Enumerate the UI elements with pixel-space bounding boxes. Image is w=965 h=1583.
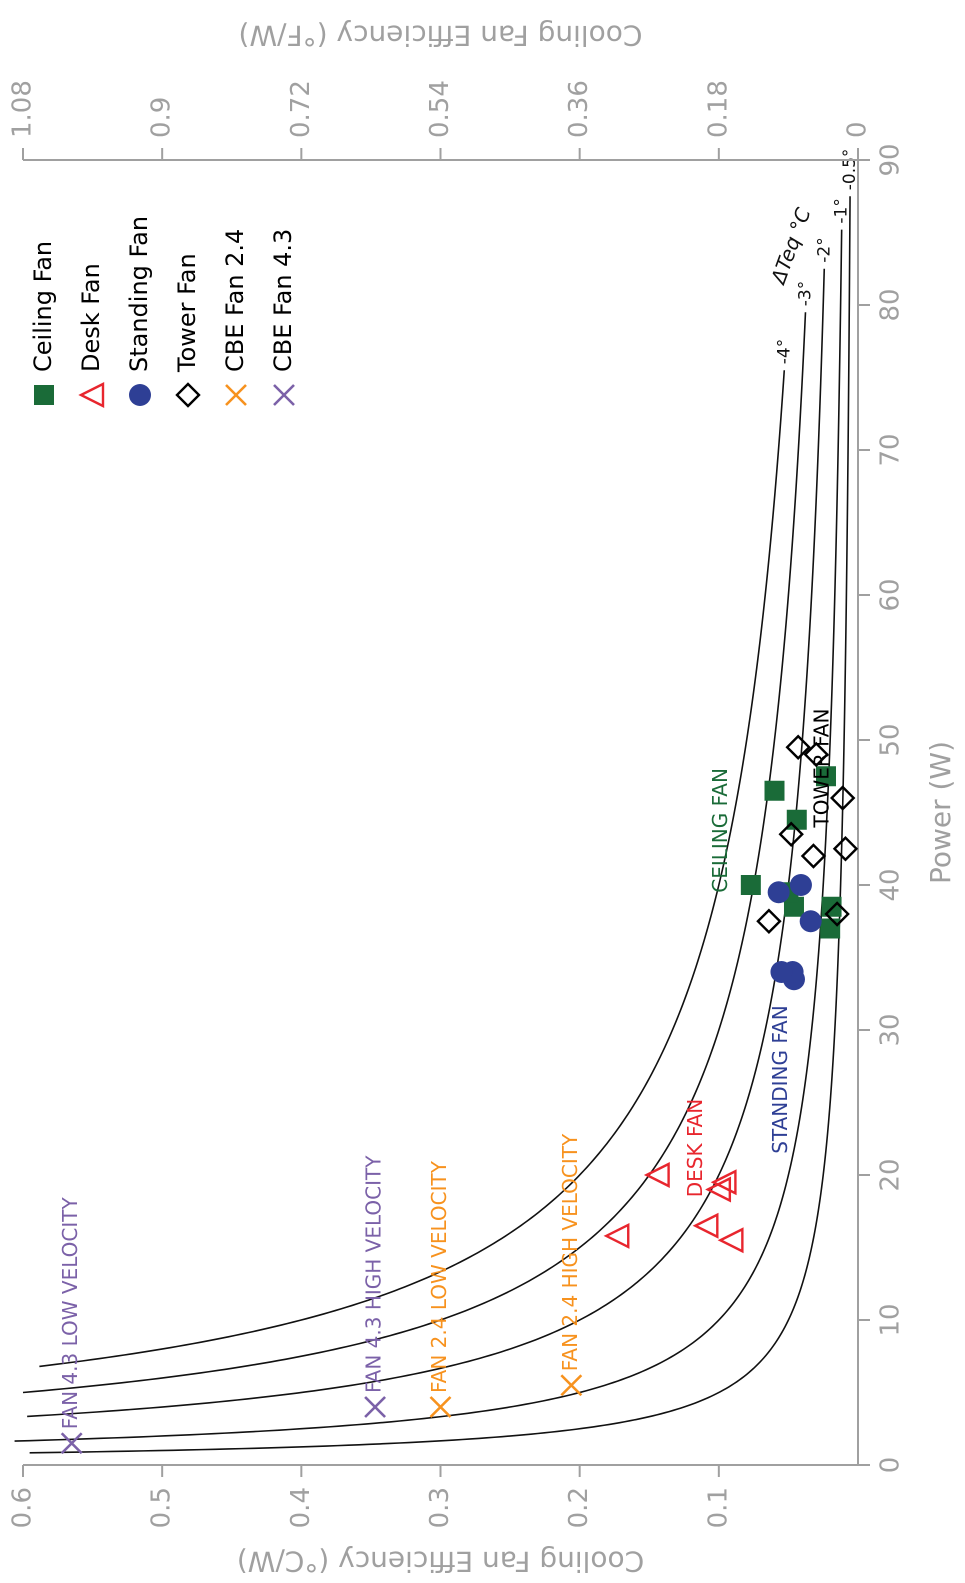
y2-tick-label: 0.36 <box>564 80 594 138</box>
y-tick-label: 0.2 <box>564 1487 594 1528</box>
legend: Ceiling Fan Desk Fan Standing Fan Tower Fan… <box>29 216 297 408</box>
isotherm-curve-3 <box>22 312 807 1394</box>
point-desk-fan <box>710 1169 737 1196</box>
isotherm-title: ΔTeq °C <box>765 205 815 289</box>
x-tick-label: 80 <box>875 288 905 321</box>
point-tower-fan <box>785 734 811 760</box>
isotherm-label-3: -3° <box>795 281 815 306</box>
legend-label-desk-fan: Desk Fan <box>77 263 105 372</box>
point-desk-fan <box>692 1212 719 1239</box>
point-tower-fan <box>778 821 804 847</box>
y2-tick-label: 1.08 <box>8 80 38 138</box>
annotation-fan-2-4-high-velocity: FAN 2.4 HIGH VELOCITY <box>558 1133 582 1371</box>
point-tower-fan <box>756 908 782 934</box>
y2-tick-label: 0.54 <box>425 80 455 138</box>
y2-axis-title: Cooling Fan Efficiency (°F/W) <box>239 19 643 52</box>
x-tick-label: 50 <box>875 723 905 756</box>
legend-marker-cbe-fan-2-4 <box>225 384 247 406</box>
point-ceiling-fan <box>764 780 785 801</box>
legend-label-cbe-fan-2-4: CBE Fan 2.4 <box>221 229 249 372</box>
annotation-standing-fan: STANDING FAN <box>768 1005 792 1153</box>
y2-tick-label: 0.18 <box>703 80 733 138</box>
point-standing-fan <box>789 874 812 896</box>
isotherm-curve-0-5 <box>29 196 851 1454</box>
data-points <box>60 734 859 1455</box>
legend-label-tower-fan: Tower Fan <box>173 253 201 373</box>
isotherm-label-2: -2° <box>814 237 834 262</box>
annotation-fan-4-3-high-velocity: FAN 4.3 HIGH VELOCITY <box>362 1155 386 1393</box>
x-axis-title: Power (W) <box>924 741 957 884</box>
point-ceiling-fan <box>786 809 807 830</box>
point-tower-fan <box>800 843 827 869</box>
x-tick-label: 70 <box>875 433 905 466</box>
isotherm-label-0-5: -0.5° <box>840 149 860 191</box>
point-ceiling-fan <box>820 918 841 939</box>
legend-marker-desk-fan <box>78 382 105 408</box>
point-tower-fan <box>824 901 850 927</box>
isotherm-curve-1 <box>14 229 843 1442</box>
legend-marker-cbe-fan-4-3 <box>273 384 295 406</box>
point-tower-fan <box>832 836 859 862</box>
y-tick-label: 0.4 <box>286 1487 316 1528</box>
x-tick-label: 40 <box>875 868 905 901</box>
point-cbe-fan-2-4 <box>429 1396 452 1418</box>
point-desk-fan <box>717 1227 744 1254</box>
y-tick-label: 0.5 <box>147 1487 177 1528</box>
point-tower-fan <box>803 741 829 768</box>
y-tick-label: 0.1 <box>703 1487 733 1528</box>
annotation-ceiling-fan: CEILING FAN <box>708 768 732 893</box>
point-standing-fan <box>799 910 822 933</box>
y-tick-label: 0.6 <box>8 1487 38 1528</box>
annotation-fan-4-3-low-velocity: FAN 4.3 LOW VELOCITY <box>58 1197 82 1430</box>
point-desk-fan <box>643 1162 670 1188</box>
legend-marker-standing-fan <box>129 384 151 406</box>
x-tick-label: 0 <box>875 1457 905 1474</box>
point-cbe-fan-4-3 <box>60 1432 83 1455</box>
point-ceiling-fan <box>821 896 842 917</box>
x-tick-label: 20 <box>875 1158 905 1191</box>
annotation-tower-fan: TOWER FAN <box>810 709 834 829</box>
point-tower-fan <box>829 785 856 811</box>
isotherm-label-1: -1° <box>832 198 852 223</box>
legend-label-standing-fan: Standing Fan <box>125 216 153 372</box>
y-tick-label: 0.3 <box>425 1487 455 1528</box>
y-axis-title: Cooling Fan Efficiency (°C/W) <box>237 1545 644 1578</box>
point-ceiling-fan <box>740 875 761 895</box>
x-tick-label: 60 <box>875 578 905 611</box>
y2-tick-label: 0 <box>843 121 873 138</box>
isotherm-curve-2 <box>27 268 826 1418</box>
point-standing-fan <box>770 961 793 983</box>
y2-tick-label: 0.72 <box>286 80 316 138</box>
annotation-fan-2-4-low-velocity: FAN 2.4 LOW VELOCITY <box>427 1160 451 1393</box>
annotation-desk-fan: DESK FAN <box>683 1099 707 1198</box>
x-tick-label: 90 <box>875 143 905 176</box>
point-standing-fan <box>767 881 790 904</box>
point-ceiling-fan <box>815 766 836 787</box>
x-tick-label: 30 <box>875 1013 905 1046</box>
isotherm-label-4: -4° <box>774 339 794 364</box>
point-desk-fan <box>603 1222 630 1249</box>
point-cbe-fan-4-3 <box>364 1396 387 1418</box>
point-cbe-fan-2-4 <box>560 1374 583 1397</box>
legend-marker-ceiling-fan <box>34 385 54 405</box>
x-tick-label: 10 <box>875 1303 905 1336</box>
isotherm-curve-4 <box>39 370 786 1368</box>
annotations: FAN 4.3 LOW VELOCITY FAN 4.3 HIGH VELOCIT… <box>58 709 834 1430</box>
legend-label-ceiling-fan: Ceiling Fan <box>29 241 57 372</box>
y2-tick-label: 0.9 <box>147 97 177 138</box>
legend-marker-tower-fan <box>175 382 201 408</box>
legend-label-cbe-fan-4-3: CBE Fan 4.3 <box>269 229 297 372</box>
axes: 0 10 20 30 40 50 60 70 80 90 0.1 0.2 0.3 0.4 0.5 0.6 0 0.… <box>8 19 958 1578</box>
